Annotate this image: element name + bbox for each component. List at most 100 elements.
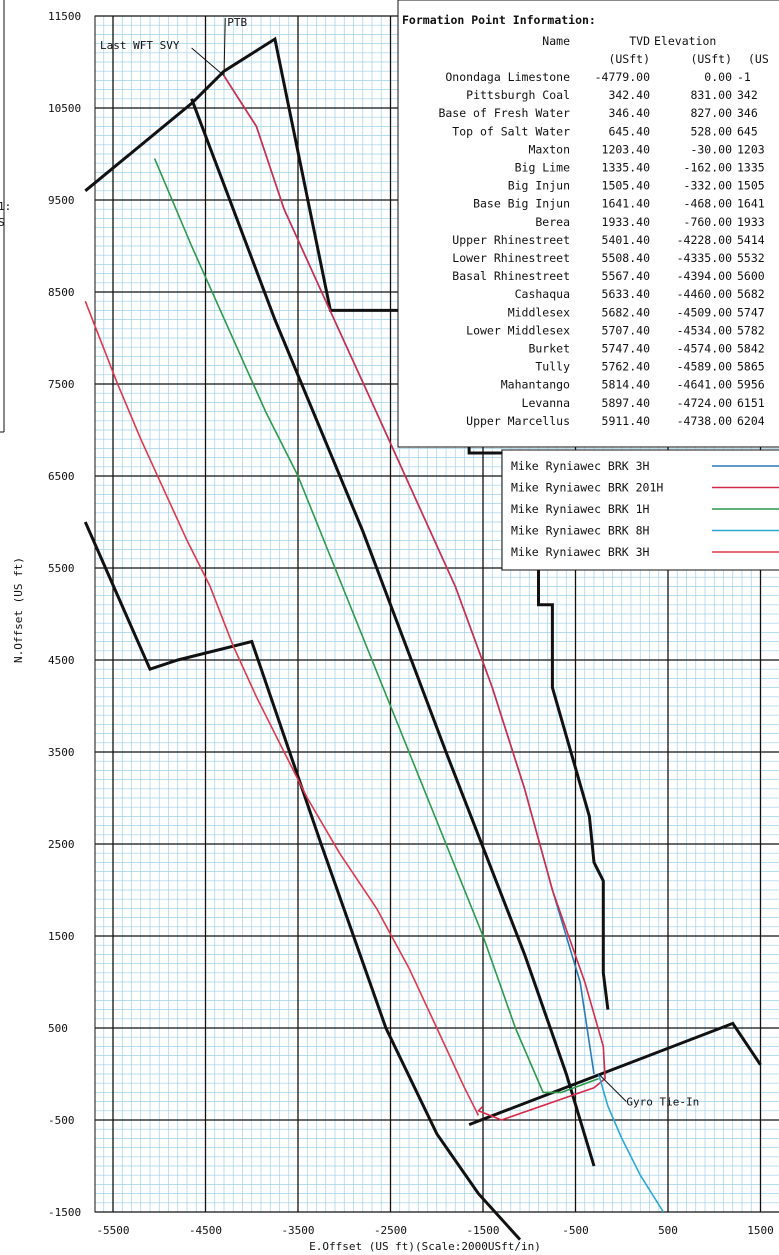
x-axis-title: E.Offset (US ft)(Scale:2000USft/in) [309, 1240, 541, 1253]
y-tick-label: 10500 [48, 102, 81, 115]
formation-name: Tully [535, 360, 570, 374]
formation-elevation: -4574.00 [677, 342, 732, 356]
legend-label: Mike Ryniawec BRK 1H [511, 502, 650, 516]
formation-table: Formation Point Information: Name TVD El… [397, 0, 779, 448]
y-tick-label: -500 [48, 1114, 75, 1127]
ptb-leader [223, 17, 226, 76]
x-tick-label: 1500 [747, 1224, 774, 1237]
formation-tvd: 5508.40 [602, 251, 651, 265]
formation-elevation: -30.00 [690, 142, 732, 156]
formation-elevation: -4228.00 [677, 233, 732, 247]
y-tick-label: 11500 [48, 10, 81, 23]
formation-name: Onondaga Limestone [445, 70, 570, 84]
formation-name: Top of Salt Water [452, 124, 570, 138]
formation-md: 6151 [737, 396, 765, 410]
annotations: PTB Last WFT SVY Gyro Tie-In [100, 16, 699, 1109]
formation-elevation: -332.00 [684, 179, 733, 193]
y-tick-label: 7500 [48, 378, 75, 391]
y-tick-label: 5500 [48, 562, 75, 575]
x-tick-label: 500 [658, 1224, 678, 1237]
formation-name: Lower Rhinestreet [452, 251, 570, 265]
formation-md: 5414 [737, 233, 765, 247]
formation-elevation: 831.00 [690, 88, 732, 102]
x-tick-label: -2500 [374, 1224, 407, 1237]
formation-unit-elev: (USft) [690, 52, 732, 66]
formation-md: 5747 [737, 305, 765, 319]
formation-tvd: 1505.40 [602, 179, 651, 193]
legend-label: Mike Ryniawec BRK 3H [511, 459, 650, 473]
y-tick-label: 8500 [48, 286, 75, 299]
formation-rows: Onondaga Limestone -4779.00 0.00 -1 Pittsbur… [438, 70, 764, 428]
formation-unit-md: (US [748, 52, 769, 66]
formation-header-elev: Elevation [654, 34, 716, 48]
gyro-leader [598, 1073, 627, 1102]
formation-md: 5682 [737, 287, 765, 301]
y-tick-label: 1500 [48, 930, 75, 943]
legend-label: Mike Ryniawec BRK 8H [511, 524, 650, 538]
last-svy-leader [191, 47, 225, 77]
series-line-4 [84, 300, 480, 1116]
formation-name: Upper Rhinestreet [452, 233, 570, 247]
formation-tvd: 342.40 [608, 88, 650, 102]
formation-tvd: 1335.40 [602, 161, 651, 175]
formation-elevation: -4589.00 [677, 360, 732, 374]
formation-elevation: 0.00 [704, 70, 732, 84]
y-tick-label: 2500 [48, 838, 75, 851]
formation-md: 5956 [737, 378, 765, 392]
formation-elevation: -760.00 [684, 215, 733, 229]
formation-md: 1505 [737, 179, 765, 193]
formation-tvd: 5567.40 [602, 269, 651, 283]
formation-name: Pittsburgh Coal [466, 88, 570, 102]
formation-md: 645 [737, 124, 758, 138]
x-tick-label: -4500 [189, 1224, 222, 1237]
y-tick-label: 3500 [48, 746, 75, 759]
legend-box [501, 449, 779, 571]
formation-name: Middlesex [508, 305, 570, 319]
formation-elevation: 827.00 [690, 106, 732, 120]
series-line-2 [153, 158, 599, 1094]
formation-md: 5532 [737, 251, 765, 265]
y-axis-title: N.Offset (US ft) [12, 557, 25, 663]
formation-tvd: 5747.40 [602, 342, 651, 356]
formation-tvd: 1641.40 [602, 197, 651, 211]
formation-elevation: -4394.00 [677, 269, 732, 283]
formation-elevation: -4738.00 [677, 414, 732, 428]
y-tick-label: -1500 [48, 1206, 81, 1219]
formation-unit-tvd: (USft) [608, 52, 650, 66]
formation-name: Maxton [528, 142, 570, 156]
setback-line [190, 98, 596, 1167]
formation-name: Berea [535, 215, 570, 229]
formation-md: 5865 [737, 360, 765, 374]
left-fragment-text-1: 1: [0, 200, 11, 213]
legend-label: Mike Ryniawec BRK 3H [511, 545, 650, 559]
formation-name: Levanna [522, 396, 570, 410]
formation-name: Big Lime [515, 161, 570, 175]
formation-elevation: 528.00 [690, 124, 732, 138]
well-paths [84, 75, 665, 1213]
formation-md: -1 [737, 70, 751, 84]
y-tick-label: 500 [48, 1022, 68, 1035]
formation-name: Big Injun [508, 179, 570, 193]
tick-labels: -5500 -4500 -3500 -2500 -1500 -500 500 15001150… [48, 10, 774, 1237]
formation-elevation: -4724.00 [677, 396, 732, 410]
formation-elevation: -4335.00 [677, 251, 732, 265]
formation-name: Burket [528, 342, 570, 356]
formation-md: 5842 [737, 342, 765, 356]
lease-outline-lower [83, 521, 522, 1241]
formation-elevation: -4509.00 [677, 305, 732, 319]
x-tick-label: -500 [562, 1224, 589, 1237]
formation-md: 5600 [737, 269, 765, 283]
formation-tvd: 645.40 [608, 124, 650, 138]
formation-md: 6204 [737, 414, 765, 428]
formation-name: Upper Marcellus [466, 414, 570, 428]
formation-tvd: 5401.40 [602, 233, 651, 247]
formation-name: Base of Fresh Water [438, 106, 570, 120]
formation-tvd: 5814.40 [602, 378, 651, 392]
formation-tvd: 5911.40 [602, 414, 651, 428]
formation-tvd: 1933.40 [602, 215, 651, 229]
formation-tvd: 1203.40 [602, 142, 651, 156]
formation-md: 1203 [737, 142, 765, 156]
formation-header-tvd: TVD [629, 34, 650, 48]
series-line-1 [223, 75, 606, 1121]
formation-md: 1933 [737, 215, 765, 229]
